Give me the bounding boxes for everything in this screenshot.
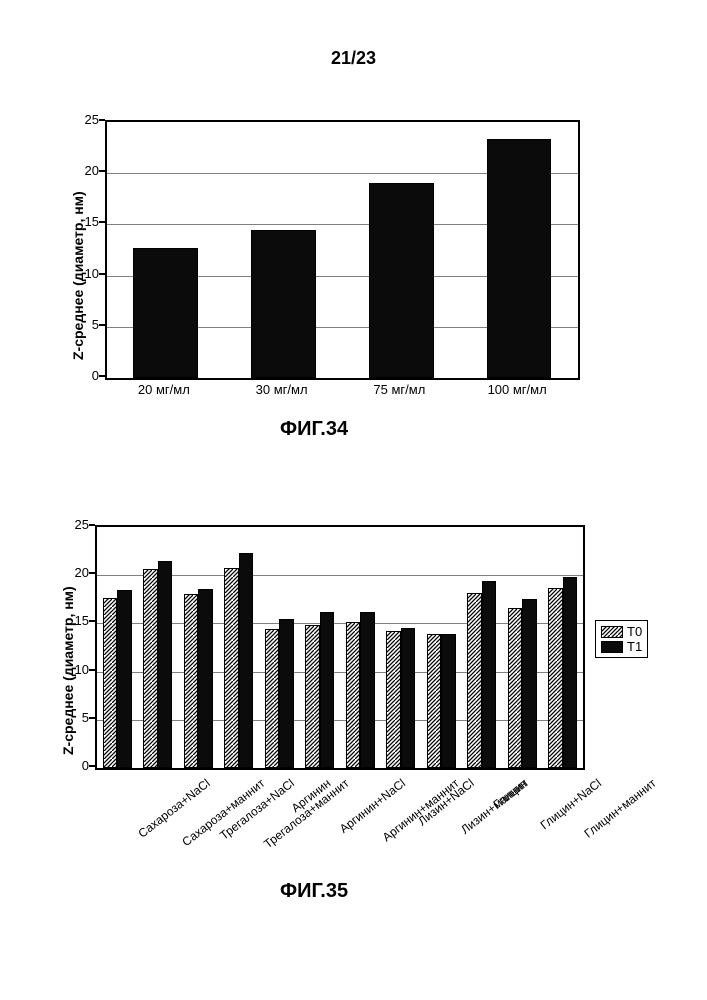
chart1-bar [251,230,316,378]
chart2-bar [401,628,416,768]
chart1-ytick-mark [99,170,105,172]
chart2-bar [198,589,213,768]
legend-swatch-t0 [601,626,623,638]
chart1-ytick-mark [99,324,105,326]
chart2-bar [346,622,361,768]
chart1-caption: ФИГ.34 [280,418,348,441]
chart2-ytick: 10 [63,662,89,677]
chart1-xtick: 75 мг/мл [341,382,459,397]
chart1-xtick: 30 мг/мл [223,382,341,397]
page: 21/23 Z-среднее (диаметр, нм) ФИГ.34 Z-с… [0,0,707,1000]
chart2-bar [522,599,537,768]
chart2-bar [239,553,254,768]
chart1-plot-area [105,120,580,380]
chart1-ytick: 20 [73,163,99,178]
chart1-bar [369,183,434,378]
chart1-ytick-mark [99,221,105,223]
chart2-legend: T0 T1 [595,620,648,658]
chart2-bar [117,590,132,768]
chart1-ytick: 0 [73,368,99,383]
legend-swatch-t1 [601,641,623,653]
chart2-bar [184,594,199,768]
chart1-ytick-mark [99,273,105,275]
chart2-ytick-mark [89,669,95,671]
chart2-bar [305,625,320,768]
chart1-ytick: 10 [73,266,99,281]
chart2-bar [158,561,173,768]
chart2-ytick: 20 [63,565,89,580]
chart1-ytick-mark [99,119,105,121]
legend-label-t1: T1 [627,639,642,654]
chart2-bar [143,569,158,768]
chart2-bar [386,631,401,768]
legend-label-t0: T0 [627,624,642,639]
chart2-bar [279,619,294,768]
chart2-bar [224,568,239,768]
legend-row-t0: T0 [601,624,642,639]
chart1-ytick: 5 [73,317,99,332]
chart2-bar [320,612,335,768]
chart2-ytick-mark [89,620,95,622]
chart2-ytick-mark [89,765,95,767]
chart1-xtick: 100 мг/мл [458,382,576,397]
chart1-ytick-mark [99,375,105,377]
legend-row-t1: T1 [601,639,642,654]
chart2-bar [563,577,578,768]
chart2-ytick-mark [89,717,95,719]
chart1-ytick: 15 [73,214,99,229]
chart2-bar [482,581,497,768]
chart2-bar [441,634,456,768]
chart2-ytick: 15 [63,613,89,628]
chart2-bar [360,612,375,768]
page-header: 21/23 [0,48,707,69]
chart2-bar [265,629,280,768]
chart2-bar [508,608,523,768]
chart1-bar [133,248,198,378]
chart2-ytick-mark [89,524,95,526]
chart2-bar [103,598,118,768]
chart1-bar [487,139,552,378]
chart2-caption: ФИГ.35 [280,880,348,903]
chart2-bar [427,634,442,768]
chart1-ytick: 25 [73,112,99,127]
chart2-xtick: Глицин [490,776,530,811]
chart2-ytick-mark [89,572,95,574]
chart2-canvas [97,527,583,768]
chart1-xtick: 20 мг/мл [105,382,223,397]
chart2-ytick: 5 [63,710,89,725]
chart2-ytick: 0 [63,758,89,773]
chart2-ytick: 25 [63,517,89,532]
chart2-bar [467,593,482,768]
chart2-bar [548,588,563,768]
chart1-canvas [107,122,578,378]
chart2-plot-area [95,525,585,770]
